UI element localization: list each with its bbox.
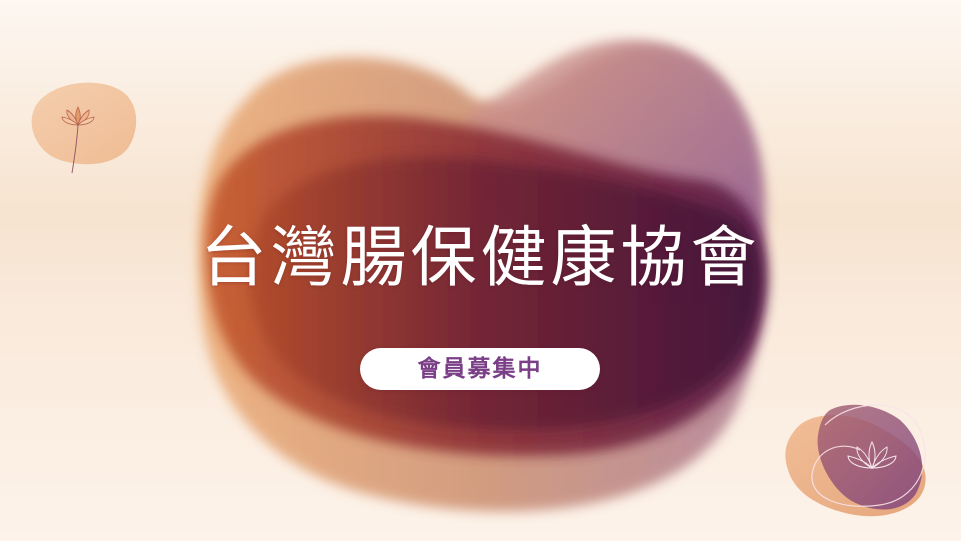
- small-blob-bottom-right-purple: [817, 404, 923, 510]
- lotus-outline-icon: [847, 440, 897, 470]
- outline-swirl: [811, 404, 926, 507]
- lotus-flower-icon: [61, 106, 95, 174]
- page-title: 台灣腸保健康協會: [200, 219, 761, 296]
- recruiting-badge[interactable]: 會員募集中: [360, 348, 600, 390]
